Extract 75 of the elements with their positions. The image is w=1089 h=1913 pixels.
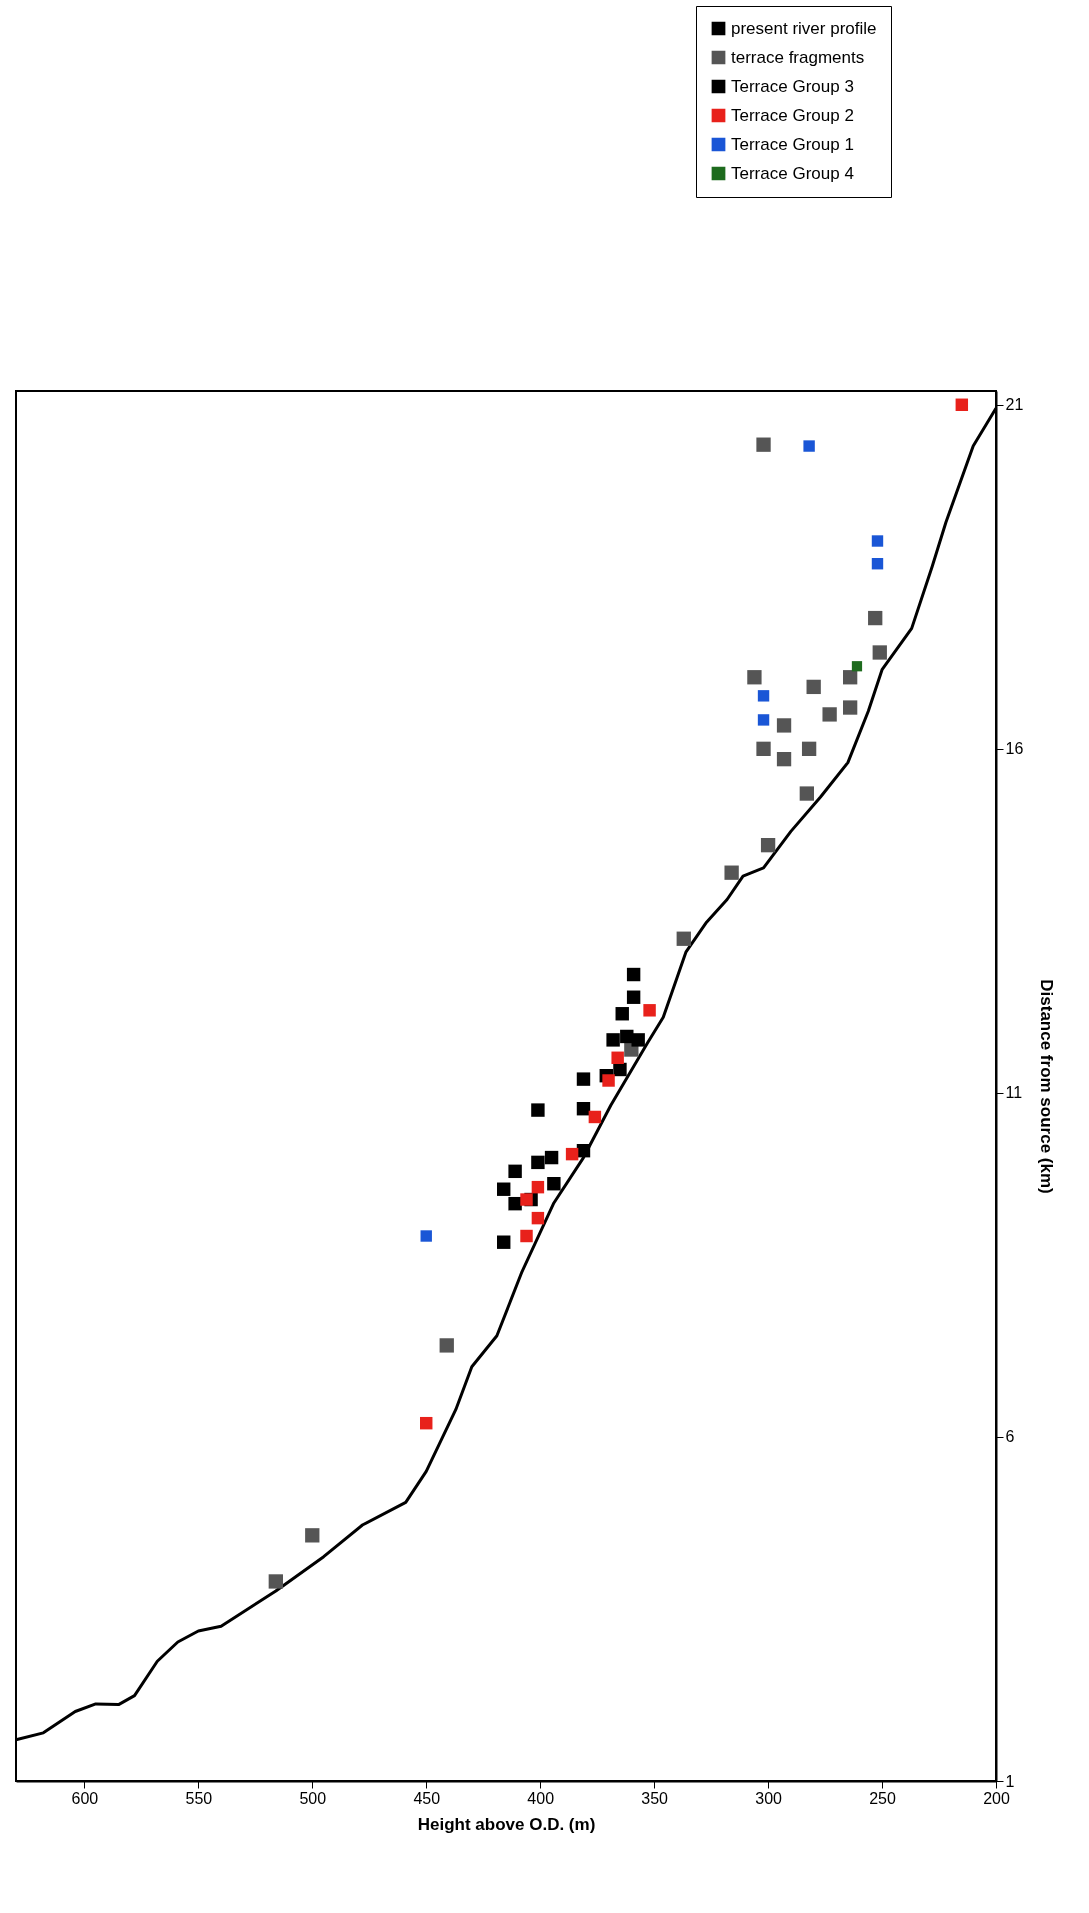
point: [756, 437, 771, 452]
x-tick-label: 450: [413, 1789, 441, 1807]
x-tick-label: 550: [185, 1789, 213, 1807]
point: [497, 1182, 511, 1196]
point: [508, 1164, 522, 1179]
point: [547, 1177, 561, 1191]
point: [806, 679, 821, 695]
point: [955, 398, 969, 411]
point: [842, 700, 858, 715]
point: [497, 1235, 511, 1249]
point: [576, 1072, 591, 1086]
point: [626, 990, 641, 1004]
point: [851, 661, 863, 672]
point: [544, 1150, 559, 1165]
y-tick-label: 11: [1005, 1084, 1023, 1102]
point: [588, 1110, 602, 1124]
point: [420, 1416, 433, 1430]
point: [643, 1004, 656, 1017]
point: [776, 718, 792, 733]
y-tick-label: 16: [1005, 740, 1024, 758]
point: [531, 1155, 545, 1170]
x-tick-label: 200: [983, 1789, 1010, 1807]
point: [305, 1528, 320, 1543]
x-axis-title: Height above O.D. (m): [417, 1814, 596, 1834]
x-tick-label: 600: [71, 1789, 99, 1807]
point: [760, 838, 776, 853]
point: [520, 1193, 533, 1206]
point: [747, 670, 762, 685]
point: [872, 645, 887, 660]
point: [871, 558, 884, 570]
x-tick-label: 400: [527, 1789, 555, 1807]
point: [868, 610, 883, 626]
point: [576, 1102, 591, 1116]
point: [613, 1062, 627, 1077]
y-tick-label: 1: [1005, 1772, 1015, 1790]
legend-label: terrace fragments: [731, 47, 865, 67]
point: [420, 1230, 432, 1242]
point: [776, 751, 792, 767]
point: [822, 707, 837, 722]
legend-label: present river profile: [731, 18, 877, 38]
x-tick-label: 500: [299, 1789, 327, 1807]
point: [520, 1229, 533, 1243]
legend-label: Terrace Group 4: [731, 163, 854, 183]
point: [565, 1147, 579, 1161]
y-axis-title: Distance from source (km): [1037, 979, 1057, 1194]
point: [268, 1574, 283, 1589]
legend-label: Terrace Group 1: [731, 134, 854, 154]
legend-label: Terrace Group 2: [731, 105, 854, 125]
point: [801, 741, 817, 756]
point: [606, 1033, 620, 1047]
point: [531, 1180, 545, 1194]
legend-label: Terrace Group 3: [731, 76, 854, 96]
point: [803, 440, 815, 452]
point: [631, 1033, 645, 1047]
point: [602, 1074, 615, 1087]
point: [676, 931, 691, 946]
y-tick-label: 21: [1005, 396, 1024, 414]
point: [615, 1007, 629, 1021]
point: [842, 670, 858, 685]
point: [799, 786, 814, 801]
point: [439, 1338, 454, 1353]
point: [531, 1211, 545, 1225]
x-tick-label: 350: [641, 1789, 669, 1807]
point: [757, 690, 770, 702]
point: [531, 1103, 545, 1117]
point: [756, 741, 771, 756]
point: [626, 967, 641, 982]
x-tick-label: 250: [869, 1789, 896, 1807]
point: [611, 1051, 624, 1065]
x-tick-label: 300: [755, 1789, 783, 1807]
y-tick-label: 6: [1005, 1428, 1015, 1446]
point: [757, 714, 770, 726]
point: [871, 535, 884, 547]
point: [508, 1196, 522, 1211]
point: [724, 865, 739, 880]
